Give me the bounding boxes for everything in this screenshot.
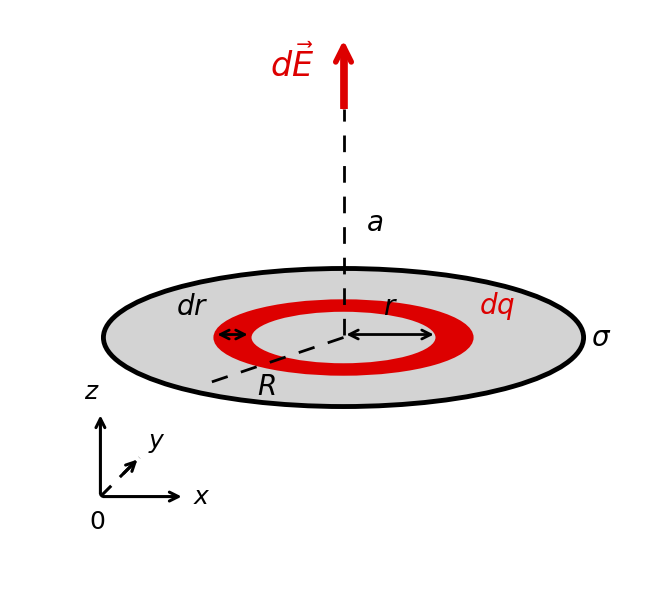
Text: $y$: $y$ (149, 431, 166, 455)
Text: $a$: $a$ (367, 209, 383, 238)
Text: $0$: $0$ (90, 510, 105, 534)
Ellipse shape (103, 268, 583, 406)
Text: $d\vec{E}$: $d\vec{E}$ (271, 45, 314, 84)
Ellipse shape (251, 311, 436, 364)
Text: $z$: $z$ (84, 379, 99, 403)
Text: $dq$: $dq$ (479, 290, 514, 322)
Text: $x$: $x$ (194, 485, 211, 508)
Ellipse shape (214, 300, 473, 374)
Text: $r$: $r$ (383, 293, 397, 321)
Text: $\sigma$: $\sigma$ (591, 324, 611, 352)
Text: $dr$: $dr$ (176, 293, 208, 321)
Text: $R$: $R$ (257, 373, 276, 402)
